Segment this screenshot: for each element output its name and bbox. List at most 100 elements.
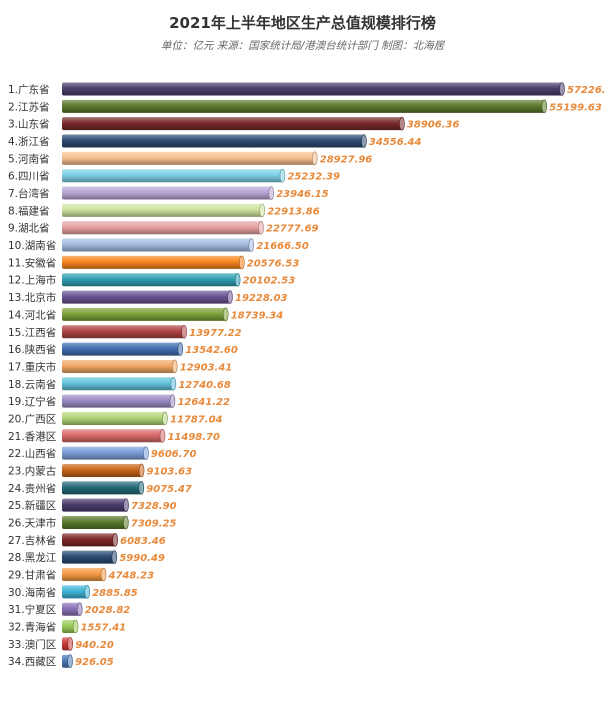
bar: [62, 221, 262, 235]
bar-cap: [67, 637, 74, 651]
category-label: 31.宁夏区: [8, 603, 56, 616]
bar-cap: [162, 411, 168, 426]
bar-cap: [112, 533, 118, 547]
bar: [62, 620, 76, 634]
category-label: 33.澳门区: [8, 638, 56, 651]
category-label: 13.北京市: [8, 291, 56, 304]
category-label: 10.湖南省: [8, 239, 56, 252]
value-label: 4748.23: [107, 571, 154, 582]
category-label: 27.吉林省: [8, 534, 56, 547]
value-label: 5990.49: [119, 553, 165, 564]
category-label: 22.山西省: [8, 447, 56, 460]
value-label: 34556.44: [369, 137, 422, 148]
value-label: 19228.03: [235, 293, 288, 304]
value-label: 12641.22: [177, 397, 230, 408]
category-label: 25.新疆区: [8, 499, 56, 512]
value-label: 1557.41: [81, 623, 127, 634]
bar-cap: [259, 203, 266, 218]
bar-cap: [177, 342, 184, 356]
bar-cap: [171, 359, 178, 374]
bar-cap: [248, 238, 255, 252]
bar: [62, 273, 238, 287]
bar: [62, 359, 175, 373]
bar: [62, 151, 315, 165]
category-label: 7.台湾省: [8, 187, 50, 200]
value-label: 28927.96: [320, 154, 373, 165]
bar-cap: [159, 428, 166, 443]
bar: [62, 585, 88, 599]
bar: [62, 117, 402, 131]
chart-title: 2021年上半年地区生产总值规模排行榜: [169, 14, 436, 32]
category-label: 28.黑龙江: [8, 551, 57, 564]
category-label: 1.广东省: [8, 83, 50, 96]
value-label: 2885.85: [92, 588, 138, 599]
bar: [62, 307, 226, 321]
bar-cap: [234, 272, 241, 287]
bar-cap: [138, 481, 145, 495]
bar-cap: [72, 619, 79, 634]
bar-cap: [123, 515, 129, 530]
bar-cap: [541, 99, 548, 114]
bar: [62, 394, 173, 408]
category-label: 8.福建省: [8, 204, 50, 217]
value-label: 18739.34: [231, 310, 284, 321]
category-label: 15.江西省: [8, 326, 56, 339]
chart-subtitle: 单位：亿元 来源：国家统计局/港澳台统计部门 制图：北海居: [160, 40, 445, 52]
bar-cap: [361, 134, 367, 148]
bar-cap: [138, 463, 145, 478]
bar-cap: [84, 585, 91, 599]
category-label: 11.安徽省: [8, 256, 56, 269]
value-label: 12903.41: [180, 362, 233, 373]
bar: [62, 342, 181, 356]
bar-cap: [222, 307, 229, 322]
bar-cap: [268, 186, 275, 200]
category-label: 18.云南省: [8, 378, 56, 391]
value-label: 20576.53: [247, 258, 300, 269]
value-label: 55199.63: [549, 102, 602, 113]
bar-cap: [111, 550, 118, 564]
bar: [62, 550, 115, 564]
category-label: 30.海南省: [8, 586, 56, 599]
category-label: 19.辽宁省: [8, 395, 56, 408]
category-label: 16.陕西省: [8, 343, 56, 356]
bar: [62, 498, 127, 512]
value-label: 2028.82: [85, 605, 131, 616]
category-label: 12.上海市: [8, 274, 56, 287]
bar: [62, 533, 116, 547]
value-label: 6083.46: [120, 536, 166, 547]
bar-cap: [227, 290, 233, 304]
bar: [62, 325, 185, 339]
value-label: 9103.63: [147, 466, 193, 477]
value-label: 9606.70: [151, 449, 197, 460]
category-label: 29.甘肃省: [8, 569, 56, 582]
bar: [62, 290, 230, 304]
value-label: 11498.70: [167, 432, 220, 443]
bar-cap: [123, 498, 129, 512]
bar: [62, 463, 142, 477]
category-label: 20.广西区: [8, 413, 56, 425]
category-label: 2.江苏省: [8, 100, 50, 113]
value-label: 38906.36: [407, 120, 460, 131]
bar: [62, 602, 80, 616]
category-label: 24.贵州省: [8, 482, 56, 495]
category-label: 21.香港区: [8, 431, 56, 443]
value-label: 21666.50: [256, 241, 309, 252]
bar: [62, 255, 242, 269]
value-label: 12740.68: [178, 380, 231, 391]
bar: [62, 429, 163, 443]
value-label: 926.05: [75, 657, 114, 668]
bar: [62, 568, 104, 582]
value-label: 13977.22: [189, 328, 242, 339]
bar: [62, 411, 165, 425]
category-label: 5.河南省: [8, 152, 50, 165]
category-label: 14.河北省: [8, 308, 56, 321]
bar-cap: [169, 394, 176, 408]
value-label: 9075.47: [146, 484, 192, 495]
bar-cap: [67, 654, 73, 669]
value-label: 20102.53: [243, 276, 296, 287]
bar-cap: [76, 602, 83, 617]
value-label: 7328.90: [131, 501, 177, 512]
bar: [62, 481, 142, 495]
bar: [62, 99, 545, 113]
